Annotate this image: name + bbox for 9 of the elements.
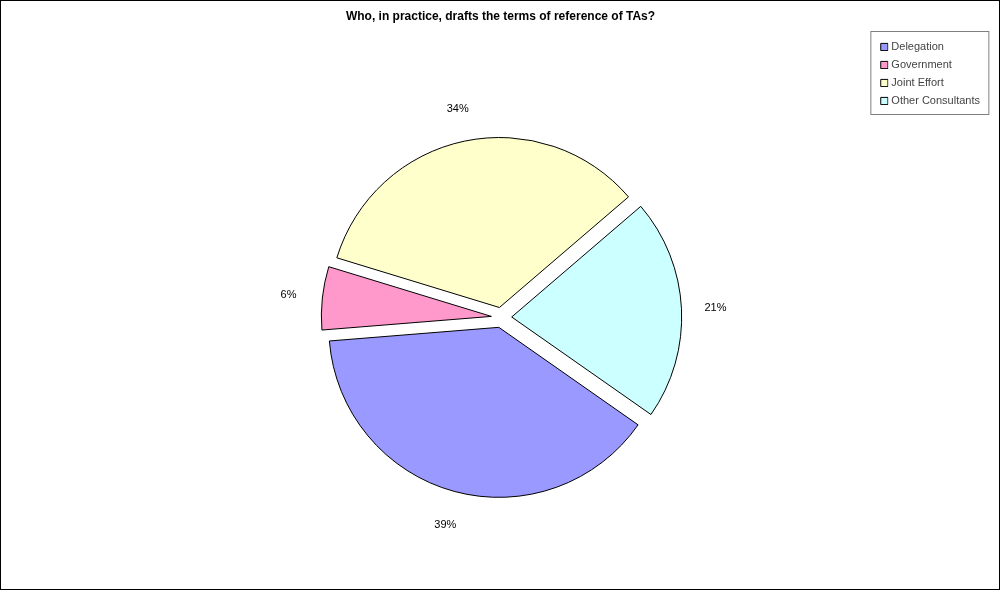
legend-label: Joint Effort <box>891 76 944 88</box>
chart-title: Who, in practice, drafts the terms of reference of TAs? <box>345 8 656 23</box>
data-label: 39% <box>434 518 457 531</box>
data-label: 34% <box>446 101 469 114</box>
legend-label: Delegation <box>891 40 944 52</box>
data-label: 6% <box>280 288 297 301</box>
legend-label: Other Consultants <box>891 94 980 106</box>
legend-label: Government <box>891 58 952 70</box>
data-label: 21% <box>704 301 727 314</box>
